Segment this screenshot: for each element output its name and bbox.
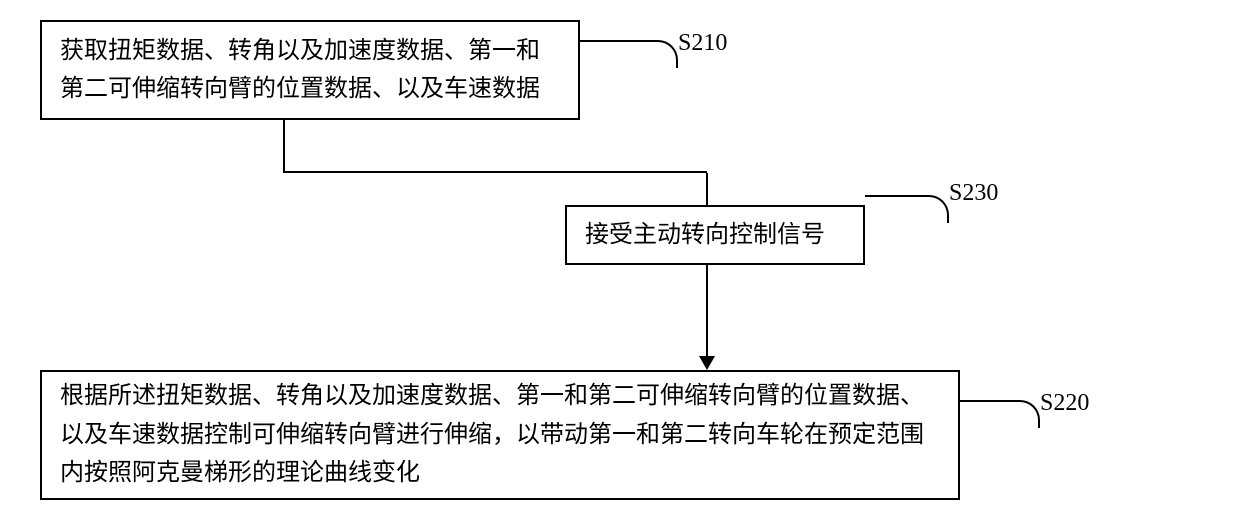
label-s230: S230 <box>949 180 998 207</box>
connector-segment <box>706 265 708 358</box>
leader-line-s220 <box>960 400 1040 428</box>
connector-segment <box>283 171 707 173</box>
label-s220: S220 <box>1040 390 1089 417</box>
arrowhead-down-icon <box>699 356 715 370</box>
flow-node-s230-text: 接受主动转向控制信号 <box>585 216 825 254</box>
flow-node-s220: 根据所述扭矩数据、转角以及加速度数据、第一和第二可伸缩转向臂的位置数据、以及车速… <box>40 370 960 500</box>
flow-node-s220-text: 根据所述扭矩数据、转角以及加速度数据、第一和第二可伸缩转向臂的位置数据、以及车速… <box>60 377 940 492</box>
flow-node-s210: 获取扭矩数据、转角以及加速度数据、第一和第二可伸缩转向臂的位置数据、以及车速数据 <box>40 20 580 120</box>
flow-node-s230: 接受主动转向控制信号 <box>565 205 865 265</box>
leader-line-s230 <box>865 195 949 223</box>
leader-line-s210 <box>580 40 678 68</box>
connector-segment <box>283 120 285 171</box>
flow-node-s210-text: 获取扭矩数据、转角以及加速度数据、第一和第二可伸缩转向臂的位置数据、以及车速数据 <box>60 32 560 109</box>
connector-segment <box>706 173 708 205</box>
label-s210: S210 <box>678 30 727 57</box>
